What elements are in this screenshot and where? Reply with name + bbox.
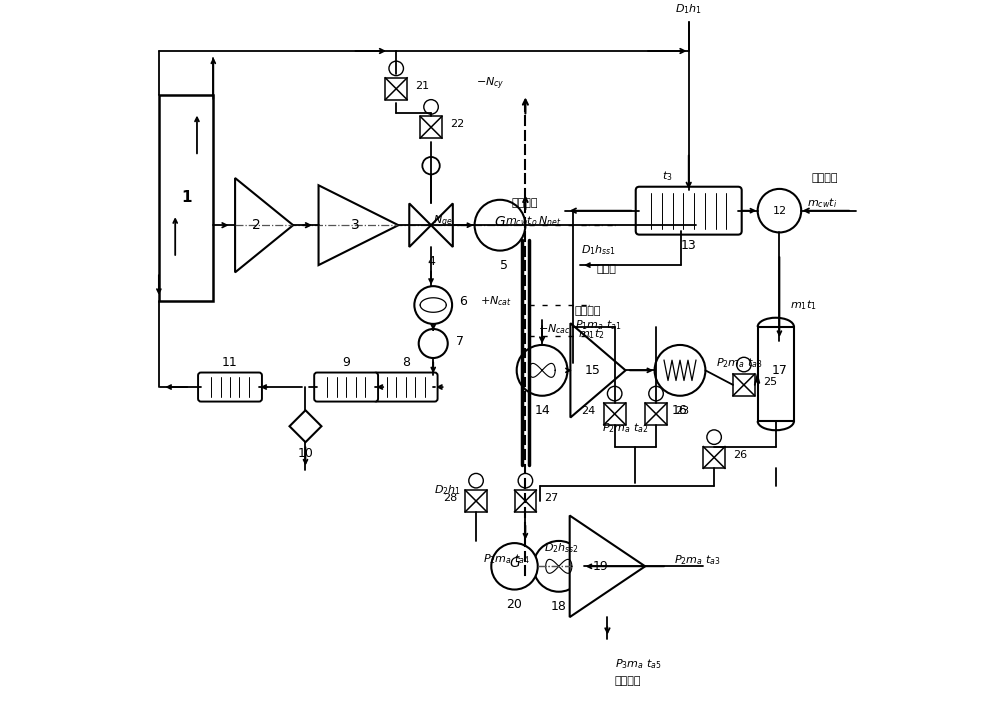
Text: 21: 21 [415,81,429,91]
Bar [420,116,442,138]
Text: 疏水回: 疏水回 [596,264,616,274]
FancyBboxPatch shape [636,187,742,234]
Bar [645,403,667,425]
Text: $m_1 t_2$: $m_1 t_2$ [578,327,605,341]
Circle shape [422,157,440,174]
Text: 24: 24 [582,406,596,416]
Polygon shape [235,178,293,272]
Text: 26: 26 [733,449,747,460]
Text: 20: 20 [507,598,522,611]
Text: G: G [495,216,505,229]
Circle shape [491,543,538,590]
Text: 28: 28 [443,493,457,503]
Text: 22: 22 [450,119,464,129]
Circle shape [424,99,438,114]
Text: 23: 23 [675,406,689,416]
Text: 空气排出: 空气排出 [615,676,641,686]
Text: $m_{cw} t_o$: $m_{cw} t_o$ [505,215,538,229]
Text: 16: 16 [672,404,688,417]
Circle shape [737,357,751,372]
Text: 空气吸入: 空气吸入 [575,306,601,316]
Text: 17: 17 [771,364,787,377]
Text: $P_2 m_a\ t_{a4}$: $P_2 m_a\ t_{a4}$ [483,552,530,566]
Circle shape [655,345,705,396]
Text: $-N_{cy}$: $-N_{cy}$ [476,76,505,92]
Circle shape [389,61,403,76]
Text: $P_3 m_a\ t_{a5}$: $P_3 m_a\ t_{a5}$ [615,658,662,672]
Bar [465,490,487,512]
FancyBboxPatch shape [198,372,262,401]
Text: 5: 5 [500,258,508,272]
Text: $D_1 h_1$: $D_1 h_1$ [675,2,702,16]
Circle shape [533,541,584,592]
Text: $m_{cw} t_i$: $m_{cw} t_i$ [807,197,838,211]
Text: $N_{net}$: $N_{net}$ [538,215,562,229]
Text: 18: 18 [551,600,567,613]
Bar [159,94,213,301]
Text: 8: 8 [402,356,410,369]
Polygon shape [319,185,398,265]
Bar [703,446,725,468]
Text: 9: 9 [342,356,350,369]
Polygon shape [570,515,645,617]
Circle shape [475,200,525,250]
Text: 13: 13 [681,239,697,252]
Circle shape [607,386,622,401]
Text: 27: 27 [544,493,559,503]
Circle shape [707,430,721,444]
Text: 11: 11 [222,356,238,369]
Polygon shape [570,323,626,417]
Text: 19: 19 [592,560,608,573]
Bar [604,403,626,425]
Bar [515,490,536,512]
Text: $N_{ge}$: $N_{ge}$ [433,213,453,229]
Polygon shape [431,203,453,247]
Text: $P_2 m_a\ t_{a2}$: $P_2 m_a\ t_{a2}$ [602,422,648,436]
Text: 6: 6 [459,295,467,308]
Text: 14: 14 [534,404,550,417]
Text: 2: 2 [252,219,261,232]
Text: $P_2 m_a\ t_{a3}$: $P_2 m_a\ t_{a3}$ [716,356,763,370]
Circle shape [649,386,663,401]
Text: 7: 7 [456,335,464,348]
Bar [758,327,794,421]
Circle shape [518,473,533,488]
FancyBboxPatch shape [314,372,378,401]
Bar [733,374,755,396]
FancyBboxPatch shape [374,372,438,401]
Polygon shape [409,203,431,247]
Circle shape [414,286,452,324]
Text: $D_2 h_{ss2}$: $D_2 h_{ss2}$ [544,542,579,555]
Circle shape [469,473,483,488]
Text: 4: 4 [427,255,435,268]
Circle shape [419,329,448,358]
Bar [385,78,407,99]
Text: 1: 1 [181,190,191,205]
Text: $m_1 t_1$: $m_1 t_1$ [790,298,817,312]
Text: $+N_{cat}$: $+N_{cat}$ [480,295,512,309]
Text: $P_2 m_a\ t_{a3}$: $P_2 m_a\ t_{a3}$ [674,554,721,568]
Text: $P_1 m_a\ t_{a1}$: $P_1 m_a\ t_{a1}$ [575,319,622,333]
Text: 10: 10 [298,447,313,460]
Text: G: G [509,556,520,571]
Text: $D_1 h_{ss1}$: $D_1 h_{ss1}$ [581,244,616,258]
Text: $t_3$: $t_3$ [662,169,672,183]
Polygon shape [290,410,321,442]
Text: 3: 3 [350,219,359,232]
Circle shape [758,189,801,232]
Text: 热网回水: 热网回水 [811,173,838,183]
Text: 25: 25 [763,377,777,387]
Text: 12: 12 [772,205,786,216]
Text: 热网供水: 热网供水 [511,198,538,208]
Text: $D_2 h_1$: $D_2 h_1$ [434,484,462,497]
Circle shape [517,345,568,396]
Text: 15: 15 [584,364,600,377]
Text: $-N_{cac}$: $-N_{cac}$ [538,322,571,336]
